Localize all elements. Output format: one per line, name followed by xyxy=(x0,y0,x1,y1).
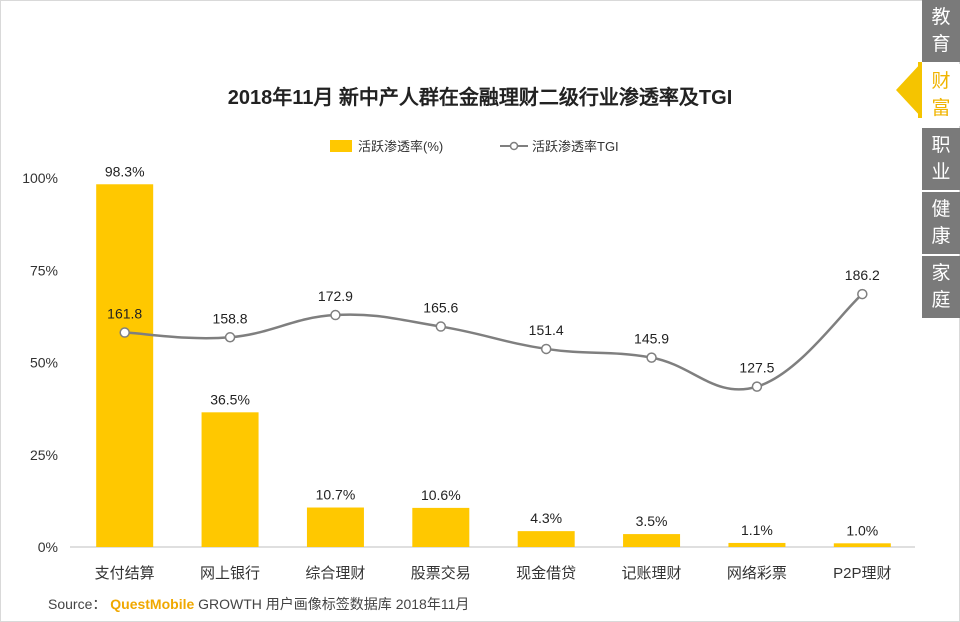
side-tab-char: 教 xyxy=(931,6,951,28)
bar xyxy=(517,531,575,547)
legend-line-marker xyxy=(509,141,519,151)
y-tick-label: 50% xyxy=(30,355,58,371)
side-tab-2[interactable]: 职业 xyxy=(922,128,960,190)
x-tick-label: 网络彩票 xyxy=(727,565,787,582)
tgi-point xyxy=(857,288,868,300)
bar xyxy=(728,542,786,547)
legend-bar-swatch xyxy=(330,140,352,152)
x-axis-labels: 支付结算 网上银行 综合理财 股票交易 现金借贷 记账理财 网络彩票 P2P理财 xyxy=(95,564,892,582)
bar-labels: 98.3% 36.5% 10.7% 10.6% 4.3% 3.5% 1.1% 1.0% xyxy=(105,163,878,538)
side-tab-char: 庭 xyxy=(931,289,951,311)
y-tick-label: 0% xyxy=(38,539,58,555)
side-tab-char: 康 xyxy=(931,225,951,247)
tgi-value-label: 172.9 xyxy=(318,288,353,304)
bar-value-label: 4.3% xyxy=(530,510,562,526)
tgi-value-label: 186.2 xyxy=(845,267,880,283)
tgi-value-label: 165.6 xyxy=(423,300,458,316)
bar-value-label: 10.6% xyxy=(421,487,461,503)
active-tab-arrow xyxy=(896,62,922,118)
tgi-point xyxy=(119,327,130,338)
y-tick-label: 25% xyxy=(30,447,58,463)
bar-value-label: 36.5% xyxy=(210,391,250,407)
side-tab-4[interactable]: 家庭 xyxy=(922,256,960,318)
bar xyxy=(623,534,681,547)
tgi-point xyxy=(330,309,341,321)
tgi-point xyxy=(224,332,236,343)
x-tick-label: 网上银行 xyxy=(200,565,260,582)
side-tab-char: 育 xyxy=(931,33,951,55)
legend-line-label: 活跃渗透率TGI xyxy=(532,139,619,154)
side-tab-char: 业 xyxy=(931,161,951,183)
tgi-point xyxy=(435,321,447,332)
tgi-point xyxy=(646,352,657,363)
side-tab-0[interactable]: 教育 xyxy=(922,0,960,62)
bar-value-label: 3.5% xyxy=(636,513,668,529)
y-tick-label: 75% xyxy=(30,262,58,278)
bar xyxy=(412,507,470,547)
side-tab-1[interactable]: 财富 xyxy=(922,64,960,126)
y-tick-label: 100% xyxy=(22,170,58,186)
x-tick-label: 现金借贷 xyxy=(516,565,576,582)
source-prefix: Source： xyxy=(48,596,107,612)
side-tab-char: 家 xyxy=(931,262,951,284)
tgi-value-label: 151.4 xyxy=(529,322,564,338)
bar xyxy=(96,184,154,547)
tgi-value-label: 145.9 xyxy=(634,331,669,347)
bar-value-label: 1.0% xyxy=(846,522,878,538)
side-nav: 教育财富职业健康家庭 xyxy=(922,0,960,320)
source-brand: QuestMobile xyxy=(110,596,195,612)
source-line: Source： QuestMobile GROWTH 用户画像标签数据库 201… xyxy=(48,594,469,614)
source-rest: GROWTH 用户画像标签数据库 2018年11月 xyxy=(198,596,470,612)
tgi-point xyxy=(540,343,552,355)
x-tick-label: 综合理财 xyxy=(305,565,365,582)
x-tick-label: 记账理财 xyxy=(622,565,682,582)
tgi-value-label: 127.5 xyxy=(739,360,774,376)
tgi-value-label: 161.8 xyxy=(107,306,142,322)
bar xyxy=(201,412,259,547)
x-tick-label: 股票交易 xyxy=(411,564,471,582)
legend-bar-label: 活跃渗透率(%) xyxy=(358,139,443,154)
bars xyxy=(96,184,891,547)
tgi-labels: 161.8 158.8 172.9 165.6 151.4 145.9 127.5 186.2 xyxy=(107,267,880,376)
bar-value-label: 1.1% xyxy=(741,522,773,538)
side-tab-char: 富 xyxy=(931,97,951,119)
chart-title: 2018年11月 新中产人群在金融理财二级行业渗透率及TGI xyxy=(228,85,733,109)
tgi-markers xyxy=(119,288,868,392)
bar-value-label: 98.3% xyxy=(105,163,145,179)
bar xyxy=(306,507,364,547)
x-tick-label: 支付结算 xyxy=(95,564,155,582)
y-axis: 0% 25% 50% 75% 100% xyxy=(22,170,58,555)
legend: 活跃渗透率(%) 活跃渗透率TGI xyxy=(330,139,619,154)
side-tab-3[interactable]: 健康 xyxy=(922,192,960,254)
bar-value-label: 10.7% xyxy=(316,487,356,503)
bar xyxy=(833,543,891,547)
side-tab-char: 健 xyxy=(931,198,951,220)
side-tab-char: 职 xyxy=(931,134,951,156)
x-tick-label: P2P理财 xyxy=(833,565,891,582)
tgi-point xyxy=(751,381,763,392)
tgi-value-label: 158.8 xyxy=(213,310,248,326)
side-tab-char: 财 xyxy=(931,70,951,92)
